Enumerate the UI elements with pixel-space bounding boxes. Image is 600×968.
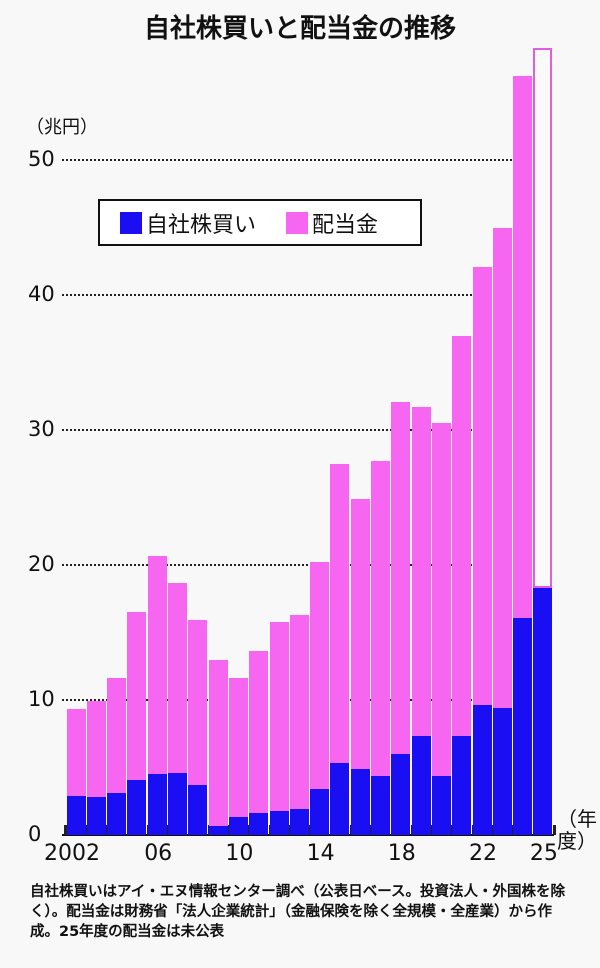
dividend-bar <box>249 651 269 814</box>
buyback-bar <box>371 775 390 835</box>
buyback-swatch-icon <box>120 211 142 234</box>
dividend-bar <box>168 582 187 773</box>
legend: 自社株買い 配当金 <box>98 199 422 246</box>
buyback-bar <box>147 774 167 835</box>
buyback-bar <box>228 817 248 835</box>
buyback-bar <box>472 705 492 835</box>
y-tick-label: 20 <box>28 552 55 576</box>
legend-item-buyback: 自社株買い <box>120 207 256 239</box>
gridline <box>62 429 552 431</box>
buyback-bar <box>188 785 208 835</box>
x-tick-label: 06 <box>144 841 173 866</box>
dividend-bar <box>208 659 228 826</box>
buyback-bar <box>310 789 330 835</box>
dividend-swatch-icon <box>286 211 309 234</box>
buyback-bar <box>391 754 411 835</box>
dividend-bar <box>350 498 370 769</box>
buyback-bar <box>350 768 370 835</box>
x-tick-label: 22 <box>469 841 497 866</box>
dividend-bar <box>228 678 248 818</box>
dividend-bar <box>411 407 431 737</box>
buyback-bar <box>127 779 147 835</box>
y-tick-label: 10 <box>28 687 55 711</box>
buyback-bar <box>86 797 106 835</box>
gridline <box>62 564 552 566</box>
buyback-bar <box>66 795 86 835</box>
buyback-bar <box>431 775 451 835</box>
buyback-bar <box>289 809 309 835</box>
dividend-bar <box>492 227 512 709</box>
y-tick-label: 50 <box>28 147 55 171</box>
dividend-bar <box>86 701 106 798</box>
legend-label-buyback: 自社株買い <box>146 212 257 238</box>
x-tick <box>552 825 556 835</box>
dividend-bar <box>431 423 451 776</box>
buyback-bar <box>269 810 289 835</box>
dividend-bar <box>371 461 390 776</box>
dividend-bar <box>310 562 330 790</box>
buyback-bar <box>330 763 350 835</box>
y-tick-label: 30 <box>28 417 55 441</box>
dividend-bar <box>513 76 533 618</box>
dividend-bar <box>147 555 167 775</box>
dividend-bar <box>107 678 127 794</box>
legend-label-dividend: 配当金 <box>312 212 379 238</box>
x-tick-label: 14 <box>306 841 335 866</box>
buyback-bar <box>208 825 228 835</box>
dividend-bar <box>330 463 350 764</box>
gridline <box>62 159 552 161</box>
dividend-bar <box>452 335 472 737</box>
x-axis-unit: （年度） <box>557 807 597 853</box>
y-tick-label: 40 <box>28 282 55 306</box>
x-tick-label: 10 <box>225 841 254 866</box>
dividend-bar <box>66 709 86 796</box>
dividend-bar-unpublished <box>533 47 553 588</box>
dividend-bar <box>472 266 492 706</box>
dividend-bar <box>127 612 147 780</box>
buyback-bar <box>452 736 472 835</box>
buyback-bar <box>492 708 512 835</box>
dividend-bar <box>391 401 411 754</box>
x-tick <box>63 825 67 835</box>
y-axis-unit: （兆円） <box>26 117 98 138</box>
y-tick-label: 0 <box>28 822 42 846</box>
x-tick-label: 18 <box>387 841 416 866</box>
x-tick-label: 2002 <box>44 841 100 866</box>
buyback-bar <box>168 772 187 835</box>
footnote: 自社株買いはアイ・エヌ情報センター調べ（公表日ベース。投資法人・外国株を除く）。… <box>30 884 566 940</box>
buyback-bar <box>513 617 533 835</box>
buyback-bar <box>533 587 553 835</box>
legend-item-dividend: 配当金 <box>286 207 378 239</box>
chart-title: 自社株買いと配当金の推移 <box>143 14 456 44</box>
dividend-bar <box>269 621 289 811</box>
gridline <box>62 294 552 296</box>
buyback-bar <box>411 736 431 835</box>
dividend-bar <box>188 620 208 786</box>
buyback-bar <box>107 793 127 835</box>
x-tick-label: 25 <box>529 841 558 866</box>
buyback-bar <box>249 813 269 835</box>
x-axis-line <box>62 834 554 836</box>
dividend-bar <box>289 614 309 810</box>
